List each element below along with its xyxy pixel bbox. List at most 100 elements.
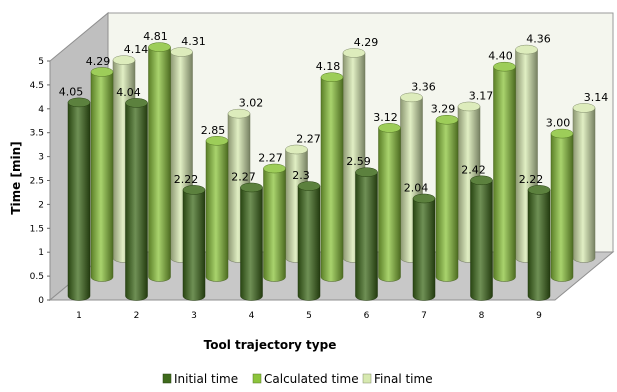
bar-cap	[572, 103, 596, 113]
data-label: 3.17	[469, 89, 494, 102]
bar	[240, 182, 263, 301]
y-tick-label: 3	[38, 153, 44, 163]
bar-cap	[148, 42, 171, 52]
data-label: 3.29	[431, 103, 456, 116]
bar	[493, 61, 516, 282]
data-label: 2.22	[519, 173, 544, 186]
bar-cap	[112, 55, 136, 65]
data-label: 2.42	[461, 163, 486, 176]
bar-body	[412, 198, 436, 301]
bar-body	[435, 119, 459, 282]
data-label: 3.02	[239, 97, 264, 110]
legend-swatch	[362, 373, 372, 384]
y-tick-label: 0	[38, 296, 44, 306]
bar-cap	[515, 44, 538, 55]
data-label: 3.36	[411, 80, 436, 93]
bar	[320, 72, 344, 282]
legend: Initial time Calculated time Final time	[162, 372, 433, 386]
legend-item: Final time	[362, 372, 433, 386]
bar	[263, 163, 286, 282]
x-tick-label: 3	[191, 311, 197, 321]
bar-cap	[67, 97, 91, 108]
x-axis-ticks: 1 2 3 4 5 6 7 8 9	[76, 311, 542, 321]
data-label: 4.18	[316, 60, 341, 73]
bar-cap	[400, 92, 423, 103]
data-label: 2.27	[231, 170, 256, 183]
bar	[527, 185, 551, 301]
bar-body	[297, 185, 321, 301]
data-label: 3.14	[584, 91, 609, 104]
bar-cap	[320, 72, 344, 82]
bar-body	[263, 168, 286, 282]
y-tick-label: 4	[38, 105, 44, 115]
bar-body	[205, 140, 229, 282]
bar	[550, 128, 574, 282]
bar-body	[493, 66, 516, 282]
bar	[355, 167, 378, 301]
bar-body	[550, 133, 574, 282]
bar-cap	[342, 48, 366, 58]
y-axis-title: Time [min]	[9, 141, 23, 214]
bar	[470, 175, 493, 301]
bar-body	[182, 189, 206, 301]
bar	[90, 67, 114, 282]
bar	[435, 114, 459, 282]
y-axis-ticks: 0 0.5 1 1.5 2 2.5 3 3.5 4 4.5 5	[30, 57, 50, 306]
bar-cap	[227, 108, 251, 119]
bar-cap	[297, 181, 321, 191]
data-label: 4.14	[124, 43, 149, 56]
x-axis-title: Tool trajectory type	[204, 338, 337, 352]
data-label: 2.22	[174, 173, 199, 186]
data-label: 3.00	[546, 117, 571, 130]
data-label: 4.29	[86, 55, 111, 68]
x-tick-label: 2	[134, 311, 140, 321]
data-label: 2.27	[296, 132, 321, 145]
bar	[378, 123, 401, 282]
bar	[572, 103, 596, 263]
data-label: 4.31	[181, 35, 206, 48]
bar	[182, 185, 206, 301]
bar-cap	[550, 128, 574, 139]
x-tick-label: 7	[421, 311, 427, 321]
bar	[412, 193, 436, 301]
data-label: 2.3	[292, 169, 310, 182]
data-label: 4.81	[143, 30, 168, 43]
x-tick-label: 6	[364, 311, 370, 321]
legend-swatch	[162, 373, 172, 384]
bar	[148, 42, 171, 282]
bar-cap	[205, 136, 229, 146]
bar	[67, 97, 91, 301]
bar-body	[470, 180, 493, 301]
x-tick-label: 1	[76, 311, 82, 321]
legend-item: Initial time	[162, 372, 238, 386]
y-tick-label: 4.5	[30, 81, 44, 91]
bar-cap	[240, 182, 263, 193]
legend-label: Final time	[374, 372, 433, 386]
y-tick-label: 2.5	[30, 177, 44, 187]
bars	[67, 42, 596, 301]
bar-cap	[378, 123, 401, 133]
y-tick-label: 0.5	[30, 272, 44, 282]
x-tick-label: 9	[536, 311, 542, 321]
data-labels: 4.05 4.04 2.22 2.27 2.3 2.59 2.04 2.42 2.22 4.29 4…	[59, 30, 609, 194]
y-tick-label: 3.5	[30, 129, 44, 139]
bar-body	[148, 46, 171, 282]
legend-swatch	[252, 373, 262, 384]
bar-cap	[170, 47, 193, 57]
data-label: 4.05	[59, 85, 84, 98]
data-label: 4.36	[526, 33, 551, 46]
data-label: 2.04	[404, 181, 429, 194]
y-tick-label: 1.5	[30, 224, 44, 234]
data-label: 4.40	[488, 50, 513, 63]
bar	[205, 136, 229, 282]
bar-cap	[457, 101, 481, 112]
data-label: 3.12	[373, 111, 398, 124]
bar	[297, 181, 321, 301]
legend-label: Calculated time	[264, 372, 359, 386]
y-tick-label: 2	[38, 200, 44, 210]
bar-cap	[125, 98, 148, 108]
bar-body	[125, 102, 148, 301]
bar	[125, 98, 148, 301]
bar-cap	[435, 114, 459, 125]
